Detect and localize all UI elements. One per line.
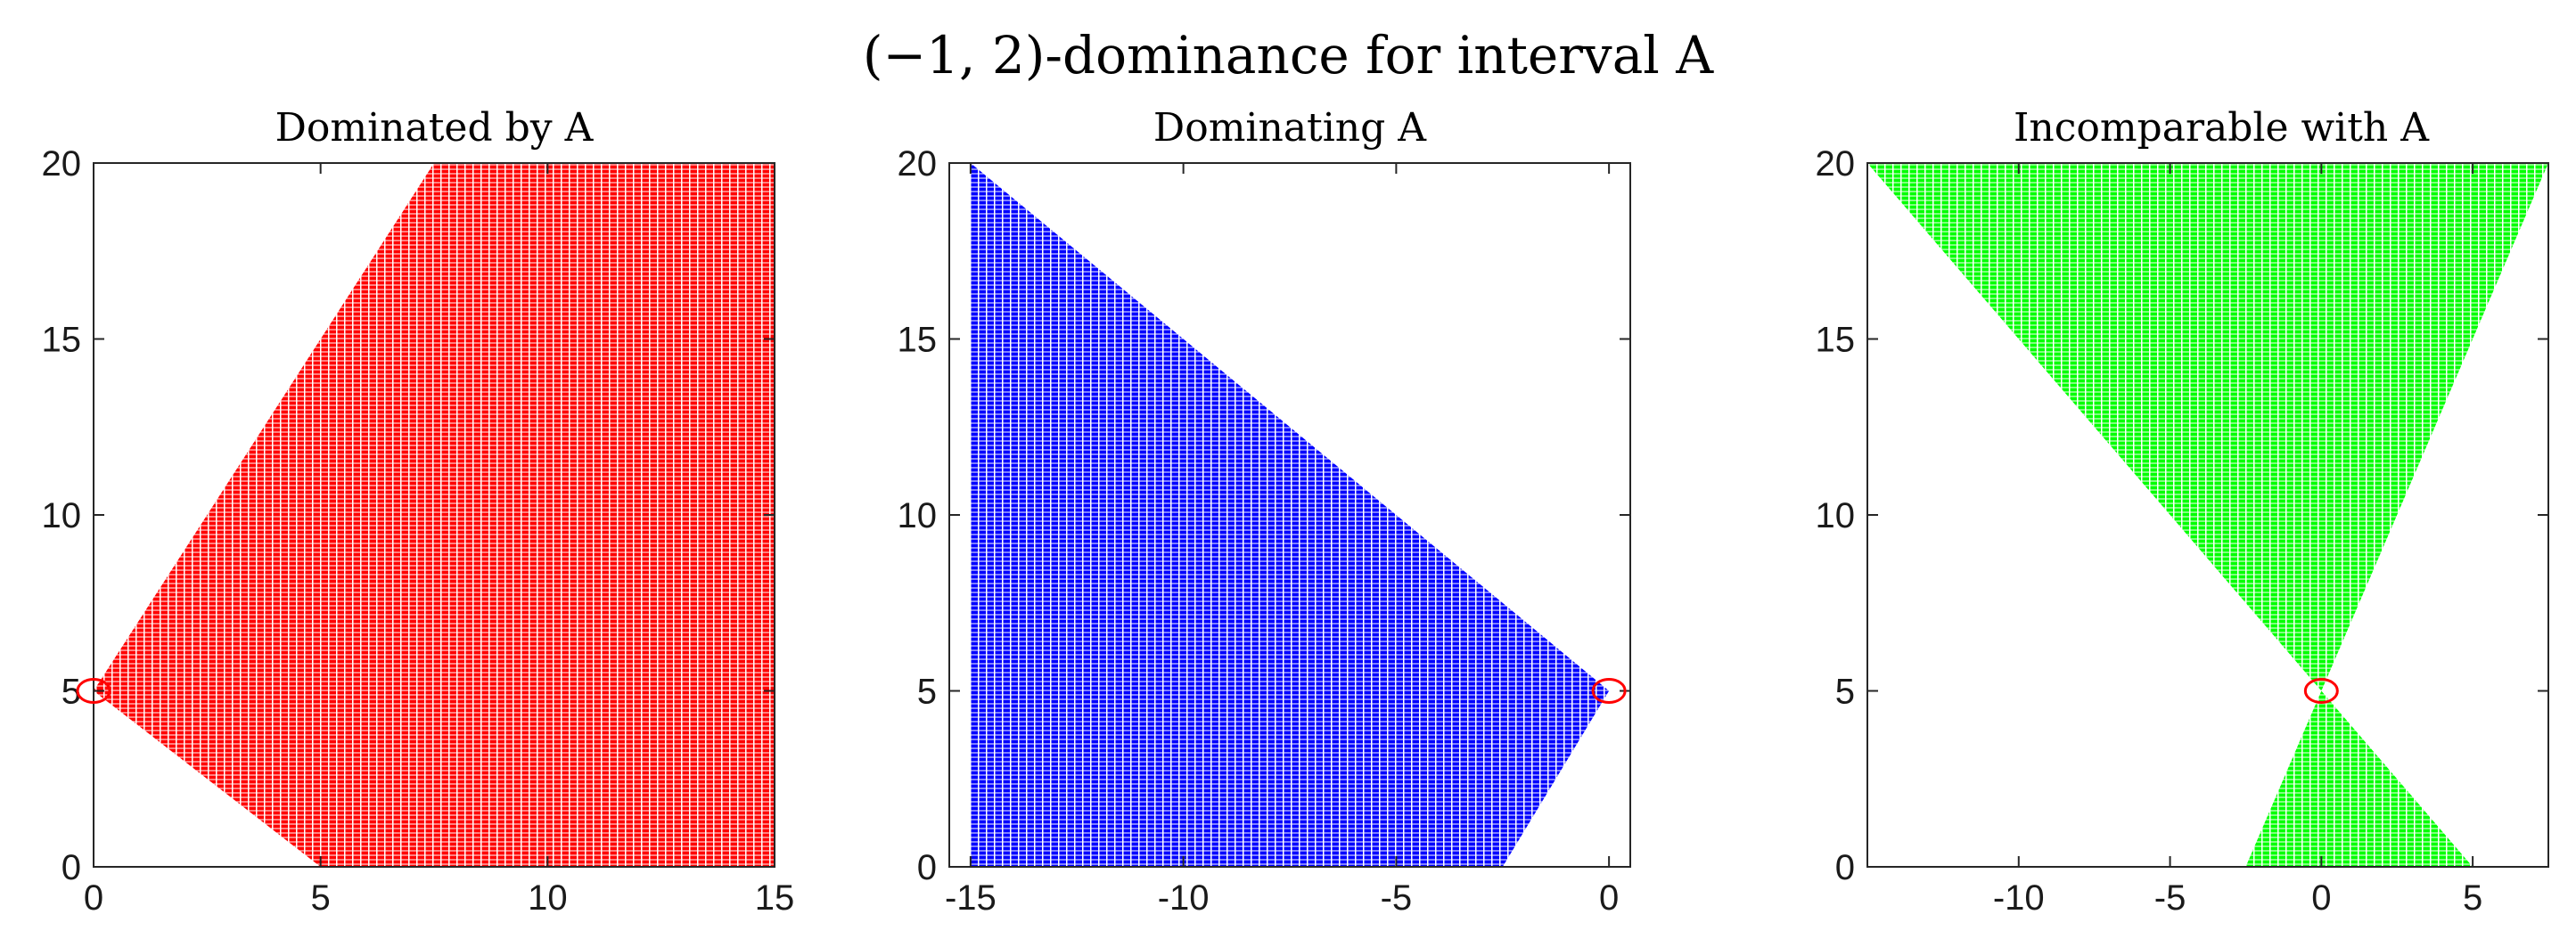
- x-tick-label: 15: [755, 878, 795, 918]
- point-region-dominating-0: [970, 163, 1610, 867]
- y-tick-label: 10: [42, 496, 82, 535]
- y-tick-label: 20: [42, 144, 82, 184]
- figure-title: (−1, 2)-dominance for interval A: [863, 25, 1714, 86]
- ticks-incomparable: -10 -5 0 5 0 5 10 15 20: [1816, 144, 2548, 918]
- y-tick-label: 10: [898, 496, 938, 535]
- point-a-marker: [76, 678, 111, 704]
- subplot-title-incomparable: Incomparable with A: [2014, 105, 2430, 151]
- y-tick-label: 15: [1816, 321, 1856, 360]
- y-tick-label: 0: [62, 848, 81, 887]
- point-a-marker: [2303, 678, 2339, 704]
- x-tick-label: 5: [311, 878, 331, 918]
- x-tick-label: 0: [2311, 878, 2331, 918]
- ticks-dominating: -15 -10 -5 0 0 5 10 15 20: [898, 144, 1630, 918]
- data-region-dominated: [94, 163, 775, 867]
- y-tick-label: 15: [898, 321, 938, 360]
- y-tick-label: 0: [1835, 848, 1855, 887]
- axes-frame-dominating: [948, 162, 1631, 868]
- data-region-incomparable: [1867, 163, 2548, 867]
- x-tick-label: -10: [1158, 878, 1210, 918]
- subplot-incomparable: Incomparable with A -10 -5 0 5 0 5 10 15 20: [1816, 105, 2549, 918]
- subplot-title-dominating: Dominating A: [1153, 105, 1427, 151]
- point-region-incomparable-0: [1867, 163, 2548, 691]
- point-region-dominated-0: [94, 163, 775, 867]
- axes-frame-dominated: [93, 162, 775, 868]
- x-tick-label: 10: [528, 878, 568, 918]
- axes-frame-incomparable: [1866, 162, 2549, 868]
- x-tick-label: -10: [1993, 878, 2045, 918]
- subplot-dominating: Dominating A -15 -10 -5 0 0 5 10 15 20: [898, 105, 1631, 918]
- x-tick-label: 0: [1599, 878, 1619, 918]
- y-tick-label: 20: [1816, 144, 1856, 184]
- subplot-title-dominated: Dominated by A: [275, 105, 595, 151]
- y-tick-label: 0: [917, 848, 937, 887]
- y-tick-label: 5: [1835, 673, 1855, 712]
- x-tick-label: 0: [84, 878, 103, 918]
- data-region-dominating: [970, 163, 1610, 867]
- subplot-dominated: Dominated by A 0 5 10 15 0 5 10 15 20: [42, 105, 795, 918]
- x-tick-label: -15: [945, 878, 997, 918]
- point-a-marker: [1591, 678, 1627, 704]
- x-tick-label: 5: [2463, 878, 2482, 918]
- x-tick-label: -5: [2154, 878, 2186, 918]
- y-tick-label: 15: [42, 321, 82, 360]
- y-tick-label: 20: [898, 144, 938, 184]
- y-tick-label: 10: [1816, 496, 1856, 535]
- y-tick-label: 5: [62, 673, 81, 712]
- x-tick-label: -5: [1381, 878, 1413, 918]
- y-tick-label: 5: [917, 673, 937, 712]
- point-region-incomparable-1: [2245, 690, 2473, 867]
